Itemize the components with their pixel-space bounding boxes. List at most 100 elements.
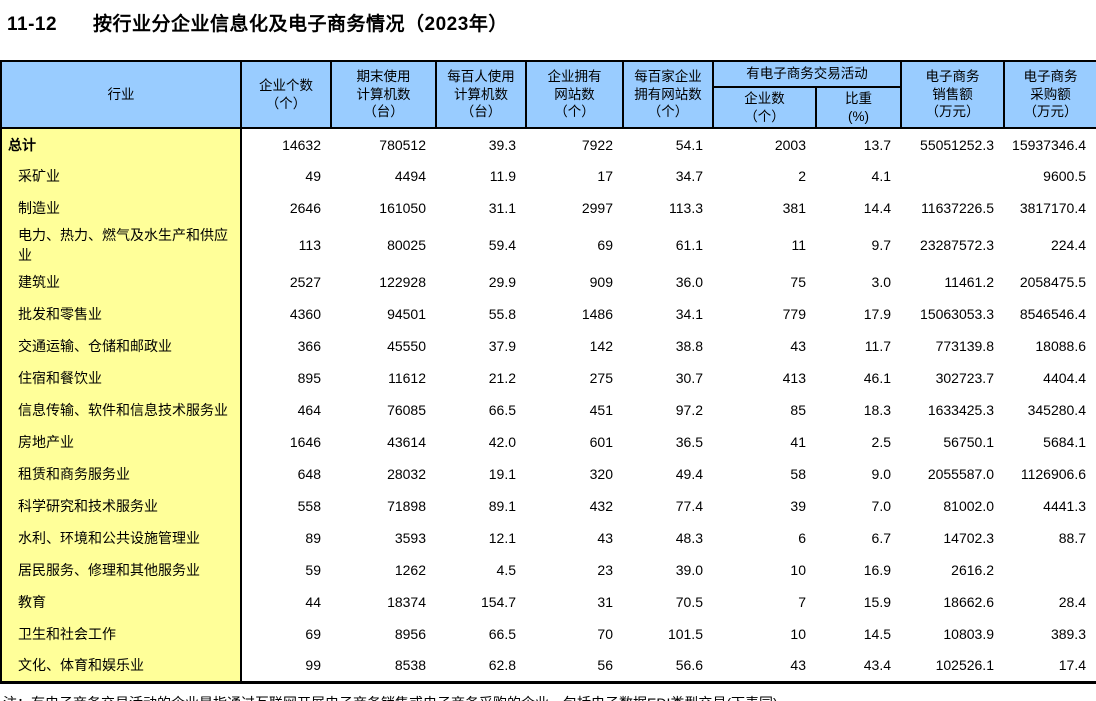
col-header-ecom-group: 有电子商务交易活动	[712, 60, 902, 88]
row-label: 文化、体育和娱乐业	[1, 650, 242, 683]
cell-ecom-enterprises: 39	[713, 490, 816, 523]
cell-enterprise-count: 59	[241, 554, 331, 587]
cell-ecom-sales: 102526.1	[901, 650, 1004, 683]
table-row: 住宿和餐饮业 895 11612 21.2 275 30.7 413 46.1 …	[1, 362, 1096, 395]
cell-ecom-enterprises: 779	[713, 298, 816, 331]
cell-websites-owned: 31	[526, 586, 623, 619]
cell-computers-end-period: 11612	[331, 362, 436, 395]
cell-computers-end-period: 8956	[331, 618, 436, 651]
table-title-text: 按行业分企业信息化及电子商务情况（2023年）	[93, 14, 508, 35]
cell-websites-owned: 17	[526, 160, 623, 193]
table-row: 房地产业 1646 43614 42.0 601 36.5 41 2.5 567…	[1, 426, 1096, 459]
row-label: 居民服务、修理和其他服务业	[1, 554, 242, 587]
cell-ecom-enterprises: 413	[713, 362, 816, 395]
cell-ecom-enterprises: 85	[713, 394, 816, 427]
cell-websites-per-100: 101.5	[623, 618, 713, 651]
col-header-enterprise-count: 企业个数 （个）	[240, 59, 332, 130]
cell-enterprise-count: 49	[241, 160, 331, 193]
cell-ecom-sales	[901, 160, 1004, 193]
cell-computers-end-period: 3593	[331, 522, 436, 555]
cell-enterprise-count: 2646	[241, 192, 331, 225]
cell-computers-end-period: 4494	[331, 160, 436, 193]
cell-ecom-sales: 11461.2	[901, 266, 1004, 299]
cell-ecom-purchases: 4441.3	[1004, 490, 1096, 523]
cell-websites-per-100: 54.1	[623, 128, 713, 161]
cell-computers-end-period: 71898	[331, 490, 436, 523]
cell-websites-per-100: 70.5	[623, 586, 713, 619]
cell-websites-per-100: 30.7	[623, 362, 713, 395]
cell-computers-end-period: 18374	[331, 586, 436, 619]
table-row: 建筑业 2527 122928 29.9 909 36.0 75 3.0 114…	[1, 266, 1096, 299]
cell-websites-owned: 23	[526, 554, 623, 587]
cell-ecom-purchases: 224.4	[1004, 224, 1096, 267]
row-label: 信息传输、软件和信息技术服务业	[1, 394, 242, 427]
cell-websites-owned: 2997	[526, 192, 623, 225]
cell-ecom-share: 18.3	[816, 394, 901, 427]
cell-ecom-purchases: 18088.6	[1004, 330, 1096, 363]
cell-ecom-share: 46.1	[816, 362, 901, 395]
row-label: 科学研究和技术服务业	[1, 490, 242, 523]
cell-ecom-sales: 302723.7	[901, 362, 1004, 395]
cell-ecom-share: 9.0	[816, 458, 901, 491]
col-header-industry: 行业	[0, 59, 242, 130]
cell-ecom-sales: 10803.9	[901, 618, 1004, 651]
row-label: 水利、环境和公共设施管理业	[1, 522, 242, 555]
cell-ecom-sales: 55051252.3	[901, 128, 1004, 161]
cell-computers-per-100: 55.8	[436, 298, 526, 331]
cell-ecom-share: 14.5	[816, 618, 901, 651]
col-header-websites-owned: 企业拥有 网站数 （个）	[525, 59, 624, 130]
cell-ecom-share: 15.9	[816, 586, 901, 619]
row-label: 电力、热力、燃气及水生产和供应业	[1, 224, 242, 267]
cell-ecom-share: 9.7	[816, 224, 901, 267]
cell-websites-per-100: 34.7	[623, 160, 713, 193]
cell-websites-owned: 432	[526, 490, 623, 523]
cell-ecom-purchases: 4404.4	[1004, 362, 1096, 395]
cell-ecom-purchases: 2058475.5	[1004, 266, 1096, 299]
cell-ecom-sales: 18662.6	[901, 586, 1004, 619]
cell-enterprise-count: 69	[241, 618, 331, 651]
cell-ecom-purchases: 88.7	[1004, 522, 1096, 555]
cell-ecom-share: 14.4	[816, 192, 901, 225]
cell-ecom-sales: 2616.2	[901, 554, 1004, 587]
cell-ecom-purchases: 1126906.6	[1004, 458, 1096, 491]
cell-ecom-purchases: 5684.1	[1004, 426, 1096, 459]
cell-websites-owned: 69	[526, 224, 623, 267]
cell-computers-end-period: 780512	[331, 128, 436, 161]
cell-ecom-sales: 1633425.3	[901, 394, 1004, 427]
col-header-ecom-enterprises: 企业数 （个）	[712, 85, 817, 130]
table-row: 科学研究和技术服务业 558 71898 89.1 432 77.4 39 7.…	[1, 490, 1096, 523]
cell-enterprise-count: 648	[241, 458, 331, 491]
table-body: 总计 14632 780512 39.3 7922 54.1 2003 13.7…	[1, 128, 1096, 683]
cell-ecom-share: 13.7	[816, 128, 901, 161]
cell-computers-end-period: 161050	[331, 192, 436, 225]
table-row: 文化、体育和娱乐业 99 8538 62.8 56 56.6 43 43.4 1…	[1, 650, 1096, 683]
cell-websites-per-100: 36.5	[623, 426, 713, 459]
table-row: 交通运输、仓储和邮政业 366 45550 37.9 142 38.8 43 1…	[1, 330, 1096, 363]
row-label: 住宿和餐饮业	[1, 362, 242, 395]
col-header-ecom-purchases: 电子商务 采购额 （万元）	[1003, 59, 1096, 130]
cell-websites-per-100: 34.1	[623, 298, 713, 331]
cell-computers-per-100: 4.5	[436, 554, 526, 587]
row-label: 租赁和商务服务业	[1, 458, 242, 491]
table-row: 总计 14632 780512 39.3 7922 54.1 2003 13.7…	[1, 128, 1096, 161]
cell-websites-per-100: 36.0	[623, 266, 713, 299]
row-label: 制造业	[1, 192, 242, 225]
cell-computers-end-period: 43614	[331, 426, 436, 459]
cell-ecom-enterprises: 6	[713, 522, 816, 555]
table-row: 教育 44 18374 154.7 31 70.5 7 15.9 18662.6…	[1, 586, 1096, 619]
table-header: 行业 企业个数 （个） 期末使用 计算机数 （台） 每百人使用 计算机数 （台）…	[0, 59, 1096, 130]
table-number: 11-12	[7, 14, 58, 35]
cell-computers-per-100: 66.5	[436, 618, 526, 651]
table-row: 卫生和社会工作 69 8956 66.5 70 101.5 10 14.5 10…	[1, 618, 1096, 651]
cell-ecom-share: 11.7	[816, 330, 901, 363]
cell-ecom-enterprises: 2003	[713, 128, 816, 161]
cell-computers-end-period: 8538	[331, 650, 436, 683]
cell-websites-per-100: 49.4	[623, 458, 713, 491]
row-label: 教育	[1, 586, 242, 619]
cell-enterprise-count: 2527	[241, 266, 331, 299]
cell-computers-end-period: 122928	[331, 266, 436, 299]
cell-websites-owned: 7922	[526, 128, 623, 161]
row-label: 建筑业	[1, 266, 242, 299]
cell-computers-end-period: 45550	[331, 330, 436, 363]
cell-ecom-sales: 2055587.0	[901, 458, 1004, 491]
